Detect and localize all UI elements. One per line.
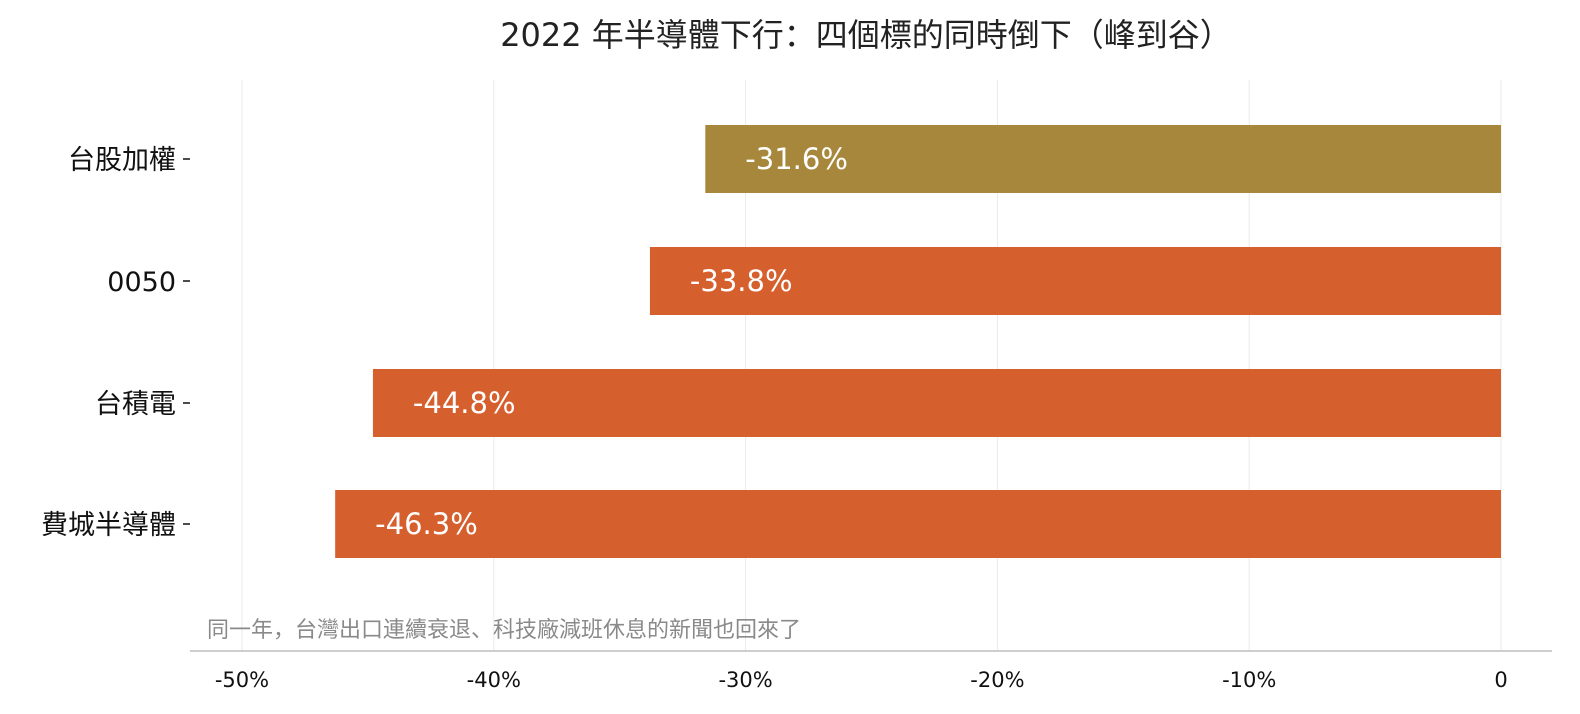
chart-title: 2022 年半導體下行：四個標的同時倒下（峰到谷） xyxy=(500,16,1232,54)
annotation-note: 同一年，台灣出口連續衰退、科技廠減班休息的新聞也回來了 xyxy=(207,618,801,643)
x-tick-label: -20% xyxy=(970,668,1024,692)
bar-value-label: -33.8% xyxy=(690,264,793,298)
x-tick-label: -30% xyxy=(718,668,772,692)
category-label: 台積電 xyxy=(95,389,176,420)
bar xyxy=(372,369,1501,437)
x-tick-label: -10% xyxy=(1222,668,1276,692)
bars: -31.6% -33.8% -44.8% -46.3% xyxy=(335,125,1501,558)
x-tick-label: -50% xyxy=(215,668,269,692)
category-label: 0050 xyxy=(107,267,176,298)
x-tick-label: -40% xyxy=(467,668,521,692)
bar xyxy=(649,247,1501,315)
category-label: 台股加權 xyxy=(68,145,176,176)
x-tick-labels: -50% -40% -30% -20% -10% 0 xyxy=(215,668,1508,692)
bar xyxy=(335,490,1501,558)
bar-value-label: -44.8% xyxy=(413,386,516,420)
bar xyxy=(705,125,1501,193)
bar-value-label: -46.3% xyxy=(375,507,478,541)
x-tick-label: 0 xyxy=(1494,668,1507,692)
bar-value-label: -31.6% xyxy=(745,142,848,176)
category-label: 費城半導體 xyxy=(41,510,176,541)
